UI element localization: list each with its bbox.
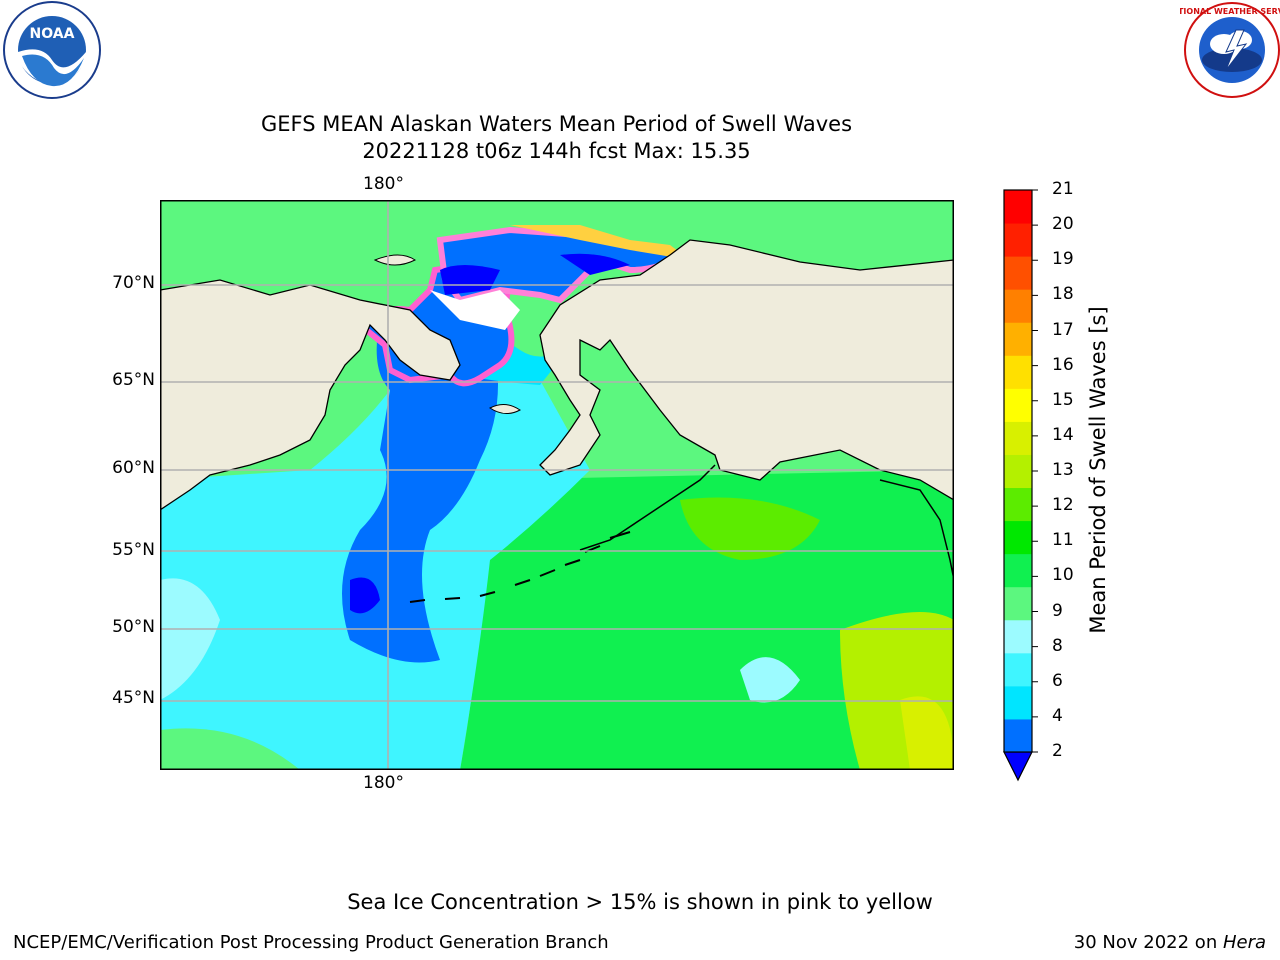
chart-subtitle: 20221128 t06z 144h fcst Max: 15.35 <box>362 139 751 163</box>
ocean-field-12s <box>680 497 820 560</box>
arctic-core-east <box>560 253 630 275</box>
colorbar-cell <box>1004 487 1032 522</box>
colorbar-extend-arrow <box>1003 751 1033 782</box>
colorbar <box>1003 189 1038 782</box>
colorbar-tick-label: 13 <box>1052 460 1074 480</box>
lon-label-bottom: 180° <box>363 773 404 793</box>
colorbar-cell <box>1004 190 1032 224</box>
se-alaska-coast <box>879 479 954 581</box>
ocean-field-8s-west <box>160 578 220 700</box>
noaa-wordmark: NOAA <box>30 26 75 42</box>
colorbar-cell <box>1004 619 1032 654</box>
colorbar-cell <box>1004 421 1032 455</box>
map-frame <box>160 200 954 770</box>
lat-label-50: 50°N <box>112 617 155 637</box>
lat-label-45: 45°N <box>112 688 155 708</box>
ice-yellow-rim <box>510 225 690 260</box>
ice-gap <box>430 290 520 330</box>
colorbar-tick-label: 2 <box>1052 741 1063 761</box>
alaska-peninsula <box>579 464 716 551</box>
colorbar-cell <box>1004 652 1032 687</box>
host-name: Hera <box>1222 932 1266 953</box>
colorbar-tick-label: 12 <box>1052 495 1074 516</box>
colorbar-cell <box>1004 322 1032 356</box>
aleutian-islands <box>409 531 631 603</box>
arctic-core <box>440 265 500 295</box>
sea-ice-note: Sea Ice Concentration > 15% is shown in … <box>347 890 933 914</box>
lat-label-65: 65°N <box>112 370 155 390</box>
land-chukotka <box>160 279 461 511</box>
chart-title: GEFS MEAN Alaskan Waters Mean Period of … <box>260 112 853 136</box>
colorbar-cell <box>1004 454 1032 489</box>
colorbar-tick-label: 4 <box>1052 705 1063 726</box>
colorbar-tick-label: 9 <box>1052 600 1063 621</box>
nws-logo: NATIONAL WEATHER SERVICE <box>1180 2 1280 98</box>
colorbar-cell <box>1004 553 1032 588</box>
colorbar-cell <box>1004 289 1032 323</box>
ocean-field-9s-sw <box>160 728 300 770</box>
ocean-field-11s <box>460 470 954 770</box>
ocean-field-14s <box>900 696 954 770</box>
ocean-field-lt2s <box>350 577 380 614</box>
ocean-field-3s <box>342 320 498 663</box>
colorbar-tick-label: 14 <box>1052 424 1074 445</box>
colorbar-cell <box>1004 223 1032 257</box>
colorbar-tick-label: 8 <box>1052 635 1063 656</box>
land-alaska <box>539 239 954 501</box>
colorbar-cell <box>1004 256 1032 290</box>
credit-text: NCEP/EMC/Verification Post Processing Pr… <box>13 932 609 953</box>
colorbar-cell <box>1004 685 1032 720</box>
colorbar-tick-label: 15 <box>1052 389 1074 410</box>
colorbar-cell <box>1004 586 1032 621</box>
swell-period-map <box>160 200 954 770</box>
lat-label-70: 70°N <box>112 273 155 293</box>
colorbar-cell <box>1004 388 1032 422</box>
colorbar-label: Mean Period of Swell Waves [s] <box>1086 306 1110 634</box>
colorbar-tick-label: 16 <box>1052 354 1074 375</box>
lon-label-top: 180° <box>363 174 404 194</box>
ocean-field-8s-east <box>740 657 800 703</box>
land-st-lawrence-island <box>489 404 521 414</box>
colorbar-cell <box>1004 355 1032 389</box>
colorbar-cell <box>1004 718 1032 753</box>
colorbar-cell <box>1004 520 1032 555</box>
colorbar-tick-label: 11 <box>1052 530 1074 551</box>
lat-label-60: 60°N <box>112 458 155 478</box>
colorbar-tick-label: 19 <box>1052 249 1074 270</box>
graticule <box>160 200 954 770</box>
noaa-logo: NOAA <box>3 1 101 99</box>
date-stamp: 30 Nov 2022 on Hera <box>1074 932 1266 953</box>
lat-label-55: 55°N <box>112 540 155 560</box>
colorbar-tick-label: 10 <box>1052 565 1074 586</box>
colorbar-tick-label: 18 <box>1052 284 1074 305</box>
colorbar-tick-label: 21 <box>1052 179 1074 199</box>
colorbar-tick-label: 17 <box>1052 319 1074 340</box>
nws-ring-text: NATIONAL WEATHER SERVICE <box>1180 7 1280 16</box>
date-text: 30 Nov 2022 on <box>1073 932 1223 953</box>
colorbar-tick-label: 20 <box>1052 214 1074 235</box>
colorbar-tick-label: 6 <box>1052 670 1063 691</box>
